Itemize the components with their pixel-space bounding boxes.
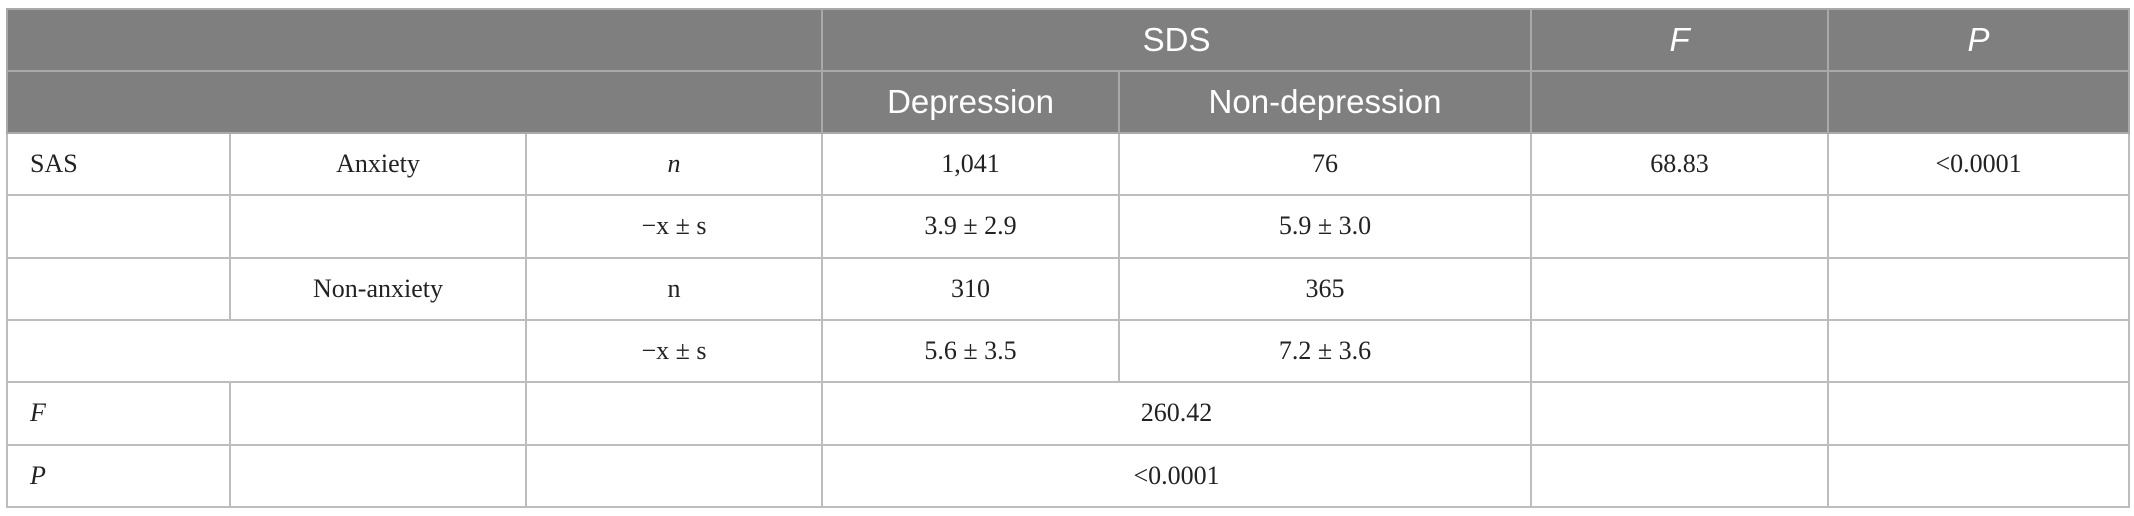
empty-cell xyxy=(524,443,824,509)
depression-value: 5.6 ± 3.5 xyxy=(821,318,1121,384)
table-row: SAS Anxiety n 1,041 76 68.83 <0.0001 xyxy=(6,131,2131,197)
table-body: SAS Anxiety n 1,041 76 68.83 <0.0001 −x … xyxy=(6,131,2131,509)
non-depression-value: 5.9 ± 3.0 xyxy=(1118,194,1533,259)
header-empty-cell xyxy=(1827,70,2131,134)
p-value xyxy=(1827,194,2131,259)
header-row-2: Depression Non-depression xyxy=(5,70,2131,134)
depression-value: 3.9 ± 2.9 xyxy=(821,194,1121,259)
header-f: F xyxy=(1530,8,1830,72)
header-empty-cell xyxy=(1530,70,1830,134)
depression-value: 1,041 xyxy=(821,131,1121,197)
empty-cell xyxy=(229,443,527,509)
non-depression-value: 7.2 ± 3.6 xyxy=(1118,318,1533,384)
header-p: P xyxy=(1827,8,2131,72)
empty-cell xyxy=(524,381,824,446)
f-value xyxy=(1530,381,1830,446)
stat-label: n xyxy=(524,131,824,197)
depression-value: 310 xyxy=(821,256,1121,321)
p-overall-value: <0.0001 xyxy=(821,443,1533,509)
stat-label: −x ± s xyxy=(524,194,824,259)
p-value: <0.0001 xyxy=(1827,131,2131,197)
row-label: SAS xyxy=(6,131,231,197)
stat-label: n xyxy=(524,256,824,321)
f-value xyxy=(1530,443,1830,509)
p-value xyxy=(1827,256,2131,321)
p-value xyxy=(1827,318,2131,384)
header-empty-cell xyxy=(5,70,824,134)
f-overall-value: 260.42 xyxy=(821,381,1533,446)
p-value xyxy=(1827,381,2131,446)
non-depression-value: 365 xyxy=(1118,256,1533,321)
header-empty-cell xyxy=(5,8,824,72)
empty-cell xyxy=(229,381,527,446)
group-label xyxy=(229,194,527,259)
stat-label: −x ± s xyxy=(524,318,824,384)
f-value xyxy=(1530,318,1830,384)
table-row: −x ± s 5.6 ± 3.5 7.2 ± 3.6 xyxy=(6,318,2131,384)
non-depression-value: 76 xyxy=(1118,131,1533,197)
group-label: Non-anxiety xyxy=(229,256,527,321)
table-row: −x ± s 3.9 ± 2.9 5.9 ± 3.0 xyxy=(6,194,2131,259)
table-header: SDS F P Depression Non-depression xyxy=(5,8,2131,134)
row-label-p: P xyxy=(6,443,231,509)
merged-empty-cell xyxy=(6,318,527,384)
header-sds: SDS xyxy=(821,8,1533,72)
header-row-1: SDS F P xyxy=(5,8,2131,72)
row-label-f: F xyxy=(6,381,231,446)
f-value xyxy=(1530,256,1830,321)
table-row: F 260.42 xyxy=(6,381,2131,446)
row-label xyxy=(6,256,231,321)
row-label xyxy=(6,194,231,259)
header-depression: Depression xyxy=(821,70,1121,134)
group-label: Anxiety xyxy=(229,131,527,197)
f-value: 68.83 xyxy=(1530,131,1830,197)
sds-sas-table: SDS F P Depression Non-depression SAS An… xyxy=(5,8,2131,509)
table-row: Non-anxiety n 310 365 xyxy=(6,256,2131,321)
header-non-depression: Non-depression xyxy=(1118,70,1533,134)
p-value xyxy=(1827,443,2131,509)
f-value xyxy=(1530,194,1830,259)
table-row: P <0.0001 xyxy=(6,443,2131,509)
